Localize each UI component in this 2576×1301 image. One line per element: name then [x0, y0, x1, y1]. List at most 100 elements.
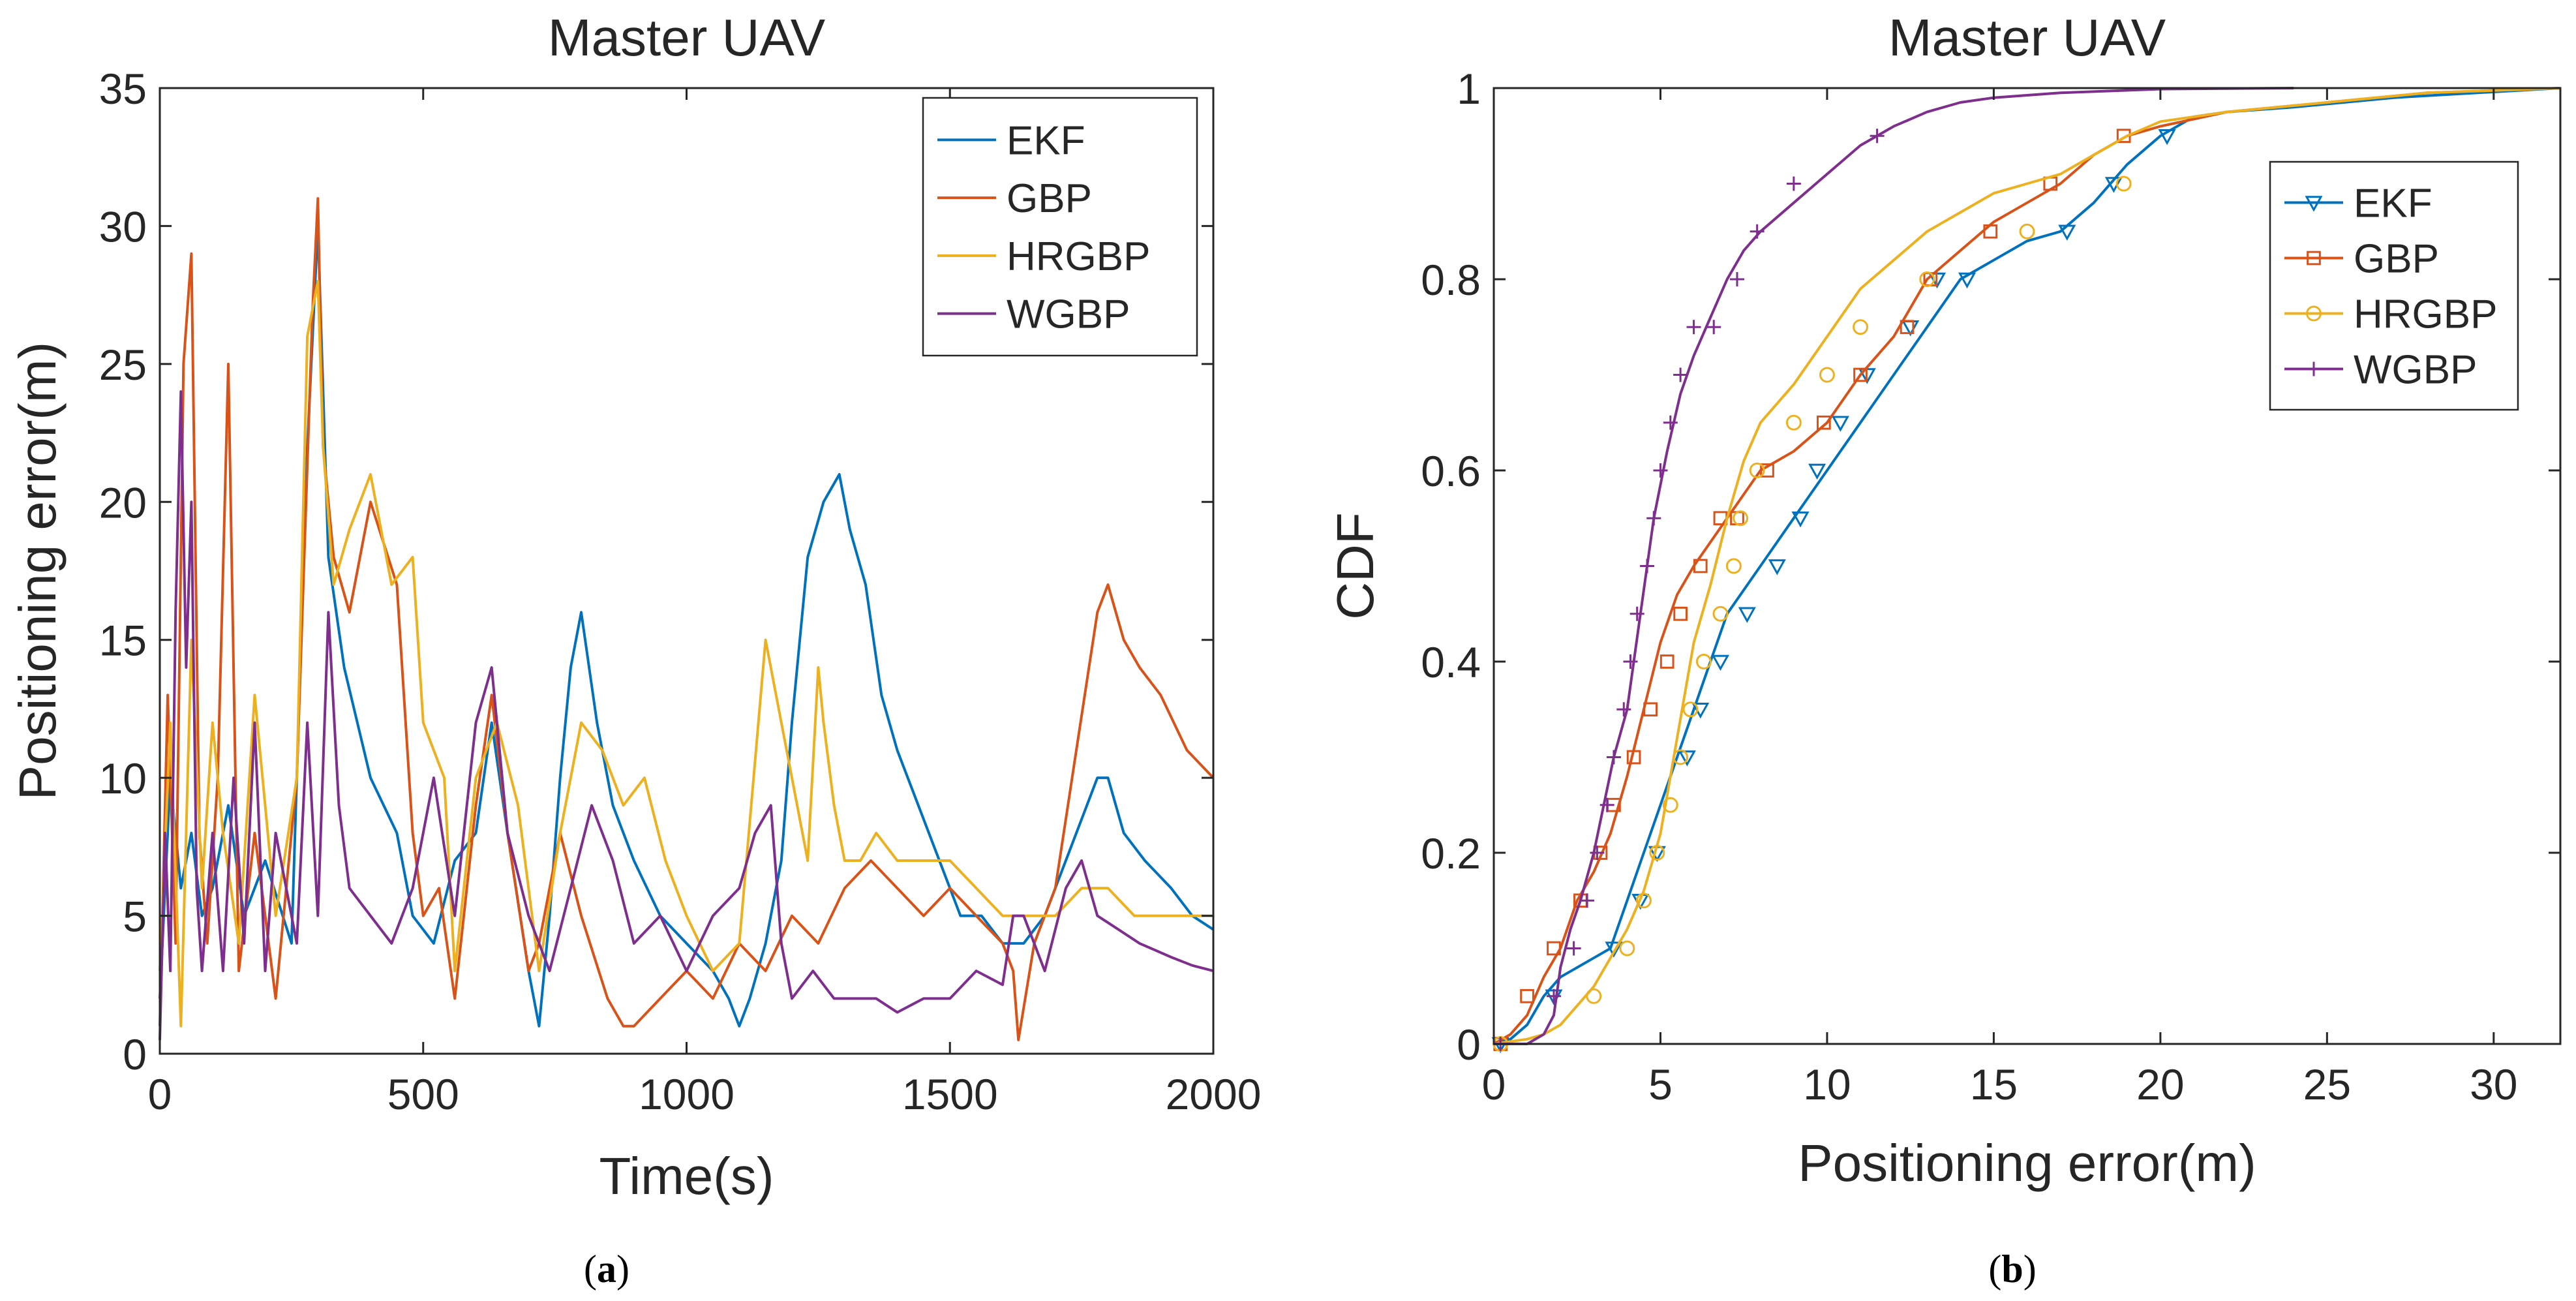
b-series-marker-gbp	[1900, 320, 1915, 335]
a-series-line-hrgbp	[159, 280, 1213, 1028]
panel-b-legend: EKF GBP HRGBP WGBP	[2269, 161, 2519, 411]
panel-a-caption-letter: a	[597, 1247, 616, 1291]
b-series-marker-hrgbp	[1819, 367, 1835, 383]
b-series-marker-wgbp	[1590, 846, 1605, 860]
a-y-tick-label: 15	[99, 617, 147, 665]
b-series-marker-gbp	[1816, 415, 1831, 430]
b-series-marker-hrgbp	[1649, 845, 1665, 861]
b-series-marker-ekf	[2058, 224, 2076, 241]
b-legend-marker-shape-wgbp	[2307, 361, 2321, 376]
a-y-tick-label: 10	[99, 754, 147, 803]
a-y-tick-label: 35	[99, 65, 147, 113]
a-y-tick-label: 20	[99, 478, 147, 527]
a-x-tick-label: 1500	[902, 1070, 998, 1118]
b-series-marker-wgbp	[1653, 463, 1668, 478]
b-series-marker-ekf	[1738, 607, 1756, 623]
b-series-marker-gbp	[1520, 988, 1534, 1003]
panel-b-legend-label-hrgbp: HRGBP	[2354, 292, 2497, 337]
b-series-marker-wgbp	[1599, 797, 1614, 812]
b-series-marker-gbp	[1853, 367, 1868, 382]
b-series-marker-hrgbp	[1682, 701, 1699, 718]
b-series-marker-ekf	[1808, 463, 1826, 480]
b-series-marker-wgbp	[1673, 367, 1688, 382]
b-y-tick-label: 0.6	[1421, 447, 1481, 495]
panel-b-title: Master UAV	[1888, 8, 2166, 67]
b-series-marker-wgbp	[1646, 511, 1661, 526]
panel-b-ticks: 0 5 10 15 20 25 30 0 0.2 0.4 0.6 0.8 1	[1421, 65, 2560, 1109]
panel-b-caption-open: (	[1988, 1247, 2001, 1291]
panel-a-title: Master UAV	[548, 8, 826, 67]
b-legend-marker-shape-ekf	[2305, 196, 2323, 212]
panel-a-legend-label-ekf: EKF	[1007, 118, 1085, 163]
b-series-marker-hrgbp	[1695, 654, 1712, 669]
b-legend-marker-shape-hrgbp	[2306, 305, 2322, 322]
b-series-marker-ekf	[1768, 559, 1786, 575]
b-series-marker-wgbp	[1580, 893, 1595, 908]
b-series-marker-wgbp	[1729, 272, 1744, 286]
b-series-marker-wgbp	[1629, 606, 1644, 621]
b-series-marker-wgbp	[1870, 129, 1885, 144]
b-series-marker-hrgbp	[2019, 223, 2035, 239]
panel-b-y-axis-label: CDF	[1326, 512, 1384, 619]
a-y-tick-label: 5	[123, 893, 147, 941]
panel-a-x-axis-label: Time(s)	[599, 1147, 774, 1205]
b-series-marker-wgbp	[1623, 654, 1638, 669]
b-series-marker-hrgbp	[1785, 414, 1802, 431]
panel-a-caption-open: (	[584, 1247, 597, 1291]
panel-a-line-chart: 0 500 1000 1500 2000 0 5 10 15 20 25 30 35 Master UA…	[8, 8, 1261, 1291]
b-x-tick-label: 20	[2136, 1060, 2184, 1109]
b-series-marker-hrgbp	[1619, 940, 1635, 957]
b-series-marker-ekf	[1831, 416, 1849, 432]
b-x-tick-label: 15	[1970, 1060, 2018, 1109]
b-series-marker-hrgbp	[1919, 271, 1935, 287]
b-y-tick-label: 1	[1457, 65, 1481, 113]
panel-a-legend-label-wgbp: WGBP	[1007, 292, 1130, 337]
panel-a-legend-label-hrgbp: HRGBP	[1007, 234, 1150, 279]
b-series-marker-wgbp	[1663, 415, 1678, 430]
b-series-marker-hrgbp	[1662, 797, 1678, 813]
b-series-marker-hrgbp	[1673, 749, 1689, 765]
panel-b-legend-label-gbp: GBP	[2354, 237, 2439, 282]
b-series-marker-wgbp	[1606, 750, 1621, 765]
b-series-marker-gbp	[1693, 559, 1708, 574]
b-series-marker-hrgbp	[1586, 988, 1602, 1004]
a-x-tick-label: 500	[387, 1070, 459, 1118]
b-series-marker-gbp	[1673, 606, 1688, 621]
b-series-marker-gbp	[1547, 941, 1561, 956]
b-series-marker-ekf	[2158, 129, 2176, 145]
panel-b-legend-marker-wgbp	[2307, 361, 2321, 376]
panel-b-legend-marker-gbp	[2307, 251, 2321, 266]
panel-a-caption-close: )	[616, 1247, 629, 1291]
b-series-marker-hrgbp	[1725, 558, 1742, 574]
a-x-tick-label: 0	[148, 1070, 172, 1118]
b-series-marker-ekf	[1678, 750, 1696, 767]
panel-b-cdf-chart: 0 5 10 15 20 25 30 0 0.2 0.4 0.6 0.8 1 Master UAV Po…	[1326, 8, 2562, 1291]
panel-a-ticks: 0 500 1000 1500 2000 0 5 10 15 20 25 30 35	[99, 65, 1262, 1118]
b-legend-marker-shape-gbp	[2307, 251, 2321, 266]
a-series-line-wgbp	[159, 390, 1214, 1040]
b-x-tick-label: 25	[2303, 1060, 2351, 1109]
b-series-marker-hrgbp	[2115, 176, 2132, 192]
b-series-marker-ekf	[1711, 654, 1729, 671]
b-series-marker-hrgbp	[1749, 463, 1765, 478]
panel-b-x-axis-label: Positioning error(m)	[1798, 1134, 2256, 1192]
panel-b-series-group	[1491, 87, 2561, 1054]
b-series-line-hrgbp	[1493, 87, 2561, 1045]
b-series-marker-hrgbp	[1733, 510, 1749, 527]
b-series-marker-gbp	[1659, 654, 1674, 669]
a-series-line-gbp	[159, 197, 1215, 1041]
panel-a-series-group	[159, 197, 1215, 1041]
b-series-marker-wgbp	[1706, 320, 1721, 335]
b-series-marker-ekf	[1791, 511, 1810, 528]
b-series-marker-gbp	[1760, 463, 1774, 478]
b-x-tick-label: 30	[2470, 1060, 2517, 1109]
b-series-marker-wgbp	[1616, 702, 1631, 717]
panel-b-axes-box	[1493, 87, 2562, 1045]
b-y-tick-label: 0.8	[1421, 256, 1481, 304]
b-y-tick-label: 0.4	[1421, 638, 1481, 686]
a-x-tick-label: 1000	[639, 1070, 735, 1118]
panel-b-legend-label-wgbp: WGBP	[2354, 348, 2477, 393]
panel-b-caption: (b)	[1988, 1247, 2036, 1291]
b-series-line-ekf	[1493, 87, 2561, 1045]
